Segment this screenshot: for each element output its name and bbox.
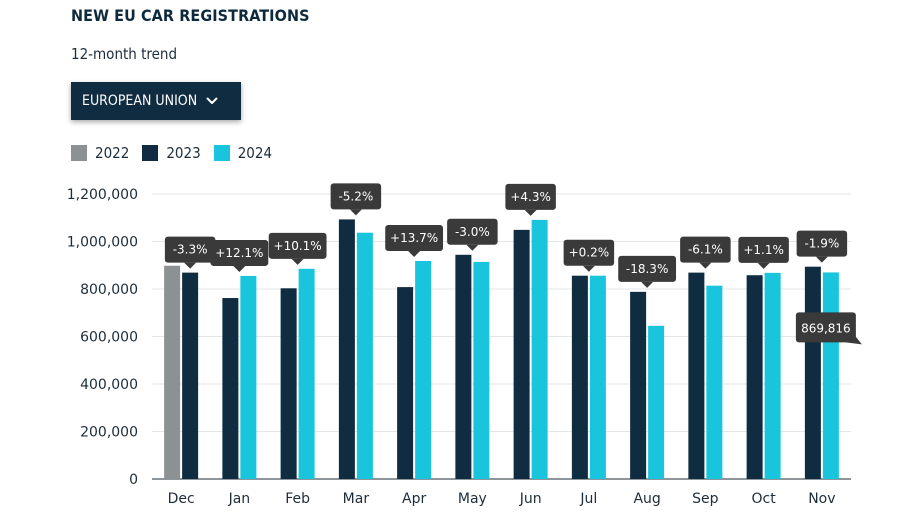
change-label-may-text: -3.0%: [455, 225, 490, 239]
change-label-jul-text: +0.2%: [569, 246, 610, 260]
y-tick-label: 1,000,000: [67, 235, 138, 251]
y-tick-label: 400,000: [80, 377, 138, 393]
change-label-aug-text: -18.3%: [626, 262, 668, 276]
change-label-feb-box: [268, 232, 327, 259]
x-tick-label-jan: Jan: [228, 491, 251, 507]
change-label-jul-pointer: [582, 265, 595, 272]
bar-2023-mar: [338, 219, 355, 479]
bar-2023-jul: [571, 275, 588, 479]
chevron-down-icon: [206, 97, 218, 105]
bar-2023-feb: [280, 288, 297, 479]
chart-subtitle: 12-month trend: [71, 45, 178, 63]
change-label-jan-text: +12.1%: [215, 246, 263, 260]
change-label-feb-pointer: [291, 258, 304, 265]
x-tick-label-may: May: [458, 491, 487, 507]
legend-item-2023[interactable]: 2023: [142, 144, 201, 162]
bar-2023-apr: [397, 287, 414, 479]
y-tick-label: 600,000: [80, 330, 138, 346]
change-label-nov-text: -1.9%: [804, 237, 839, 251]
bar-2022-dec: [164, 265, 181, 479]
change-label-jun-pointer: [524, 209, 537, 216]
change-label-oct-text: +1.1%: [743, 243, 784, 257]
x-tick-label-feb: Feb: [285, 491, 310, 507]
change-label-aug-pointer: [641, 281, 654, 288]
change-label-jan-box: [210, 239, 269, 266]
legend-item-2024[interactable]: 2024: [213, 144, 273, 162]
bar-2024-sep: [706, 285, 723, 479]
legend-label-2022: 2022: [95, 144, 130, 162]
legend-swatch-2023: [142, 145, 159, 161]
change-label-sep-box: [680, 236, 731, 263]
bar-2024-oct: [764, 272, 781, 479]
region-dropdown[interactable]: EUROPEAN UNION: [71, 82, 241, 120]
x-tick-label-jul: Jul: [579, 491, 597, 507]
x-tick-label-apr: Apr: [402, 491, 426, 507]
change-label-may-pointer: [466, 244, 479, 251]
bar-2024-nov: [822, 272, 839, 479]
chart-title: NEW EU CAR REGISTRATIONS: [71, 6, 310, 25]
x-tick-label-jun: Jun: [519, 491, 542, 507]
region-dropdown-value: EUROPEAN UNION: [82, 93, 198, 109]
change-label-nov-pointer: [815, 256, 828, 263]
bar-2024-jun: [531, 219, 548, 479]
hover-value-pointer: [845, 334, 862, 345]
y-tick-label: 800,000: [80, 282, 138, 298]
bar-2023-dec: [182, 272, 199, 479]
legend-label-2024: 2024: [237, 144, 273, 162]
change-label-sep-text: -6.1%: [688, 243, 723, 257]
bar-2024-may: [473, 261, 490, 479]
change-label-oct-box: [738, 236, 789, 263]
y-tick-label: 1,200,000: [67, 187, 138, 203]
hover-value-box: [795, 312, 856, 343]
change-label-oct-pointer: [757, 262, 770, 269]
change-label-apr-text: +13.7%: [390, 231, 438, 245]
bar-2023-jun: [513, 229, 530, 479]
change-label-dec-box: [164, 236, 216, 263]
legend-item-2022[interactable]: 2022: [71, 144, 129, 162]
y-tick-label: 200,000: [80, 425, 138, 441]
hover-value-text: 869,816: [801, 321, 851, 335]
bar-2023-aug: [630, 291, 647, 479]
x-tick-label-nov: Nov: [808, 491, 835, 507]
bar-2024-jul: [589, 275, 606, 479]
bar-2024-apr: [415, 260, 432, 479]
change-label-jun-text: +4.3%: [510, 190, 551, 204]
legend-swatch-2024: [213, 145, 230, 161]
x-tick-label-mar: Mar: [343, 491, 370, 507]
change-label-feb-text: +10.1%: [274, 239, 322, 253]
bar-2024-feb: [298, 268, 315, 479]
bar-2023-jan: [222, 298, 239, 479]
x-tick-label-dec: Dec: [168, 491, 195, 507]
x-tick-label-aug: Aug: [633, 491, 660, 507]
change-label-sep-pointer: [699, 262, 712, 269]
bar-2023-nov: [804, 266, 821, 479]
change-label-mar-pointer: [349, 209, 362, 216]
bar-2023-sep: [688, 272, 705, 479]
change-label-apr-pointer: [408, 250, 421, 257]
change-label-dec-text: -3.3%: [173, 243, 208, 257]
change-label-dec-pointer: [184, 262, 197, 269]
change-label-nov-box: [796, 230, 848, 257]
change-label-aug-box: [618, 255, 677, 282]
x-tick-label-oct: Oct: [752, 491, 777, 507]
legend-label-2023: 2023: [166, 144, 201, 162]
bar-2023-oct: [746, 275, 763, 479]
change-label-jul-box: [563, 239, 615, 266]
chart-legend: 2022 2023 2024: [71, 144, 285, 162]
change-label-mar-text: -5.2%: [338, 189, 373, 203]
x-tick-label-sep: Sep: [692, 491, 719, 507]
y-tick-label: 0: [129, 472, 138, 488]
change-label-may-box: [447, 218, 498, 245]
bar-2024-aug: [648, 325, 665, 479]
change-label-jun-box: [505, 183, 556, 210]
change-label-jan-pointer: [233, 265, 246, 272]
change-label-apr-box: [385, 224, 444, 251]
change-label-mar-box: [330, 183, 382, 210]
legend-swatch-2022: [71, 145, 87, 161]
bar-2023-may: [455, 254, 472, 479]
bar-2024-jan: [240, 275, 257, 479]
bar-2024-mar: [356, 232, 373, 479]
